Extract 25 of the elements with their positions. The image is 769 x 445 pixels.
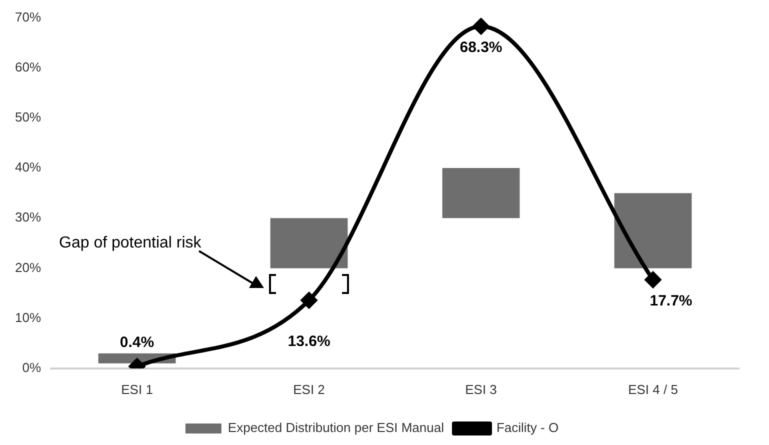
legend-label: Facility - O xyxy=(496,420,559,436)
data-label: 13.6% xyxy=(288,332,330,350)
x-tick-label: ESI 3 xyxy=(465,382,497,397)
data-label: 0.4% xyxy=(120,334,154,352)
data-label: 68.3% xyxy=(460,38,502,56)
bar xyxy=(614,193,692,268)
legend-label: Expected Distribution per ESI Manual xyxy=(228,420,444,436)
y-tick-label: 60% xyxy=(14,59,42,74)
y-tick-label: 40% xyxy=(14,160,42,175)
point xyxy=(645,272,662,288)
y-tick-label: 10% xyxy=(14,310,42,325)
bar xyxy=(270,218,348,268)
y-tick-label: 50% xyxy=(14,110,42,125)
bar xyxy=(442,168,520,218)
y-tick-label: 0% xyxy=(22,360,42,375)
x-tick-label: ESI 1 xyxy=(121,382,153,397)
y-tick-label: 70% xyxy=(14,9,42,24)
point xyxy=(301,292,318,308)
y-tick-label: 20% xyxy=(14,260,42,275)
data-label: 17.7% xyxy=(650,292,692,310)
y-tick-label: 30% xyxy=(14,210,42,225)
annotation: Gap of potential risk xyxy=(59,234,202,252)
x-tick-label: ESI 4 / 5 xyxy=(628,382,678,397)
point xyxy=(473,18,490,34)
x-tick-label: ESI 2 xyxy=(293,382,325,397)
